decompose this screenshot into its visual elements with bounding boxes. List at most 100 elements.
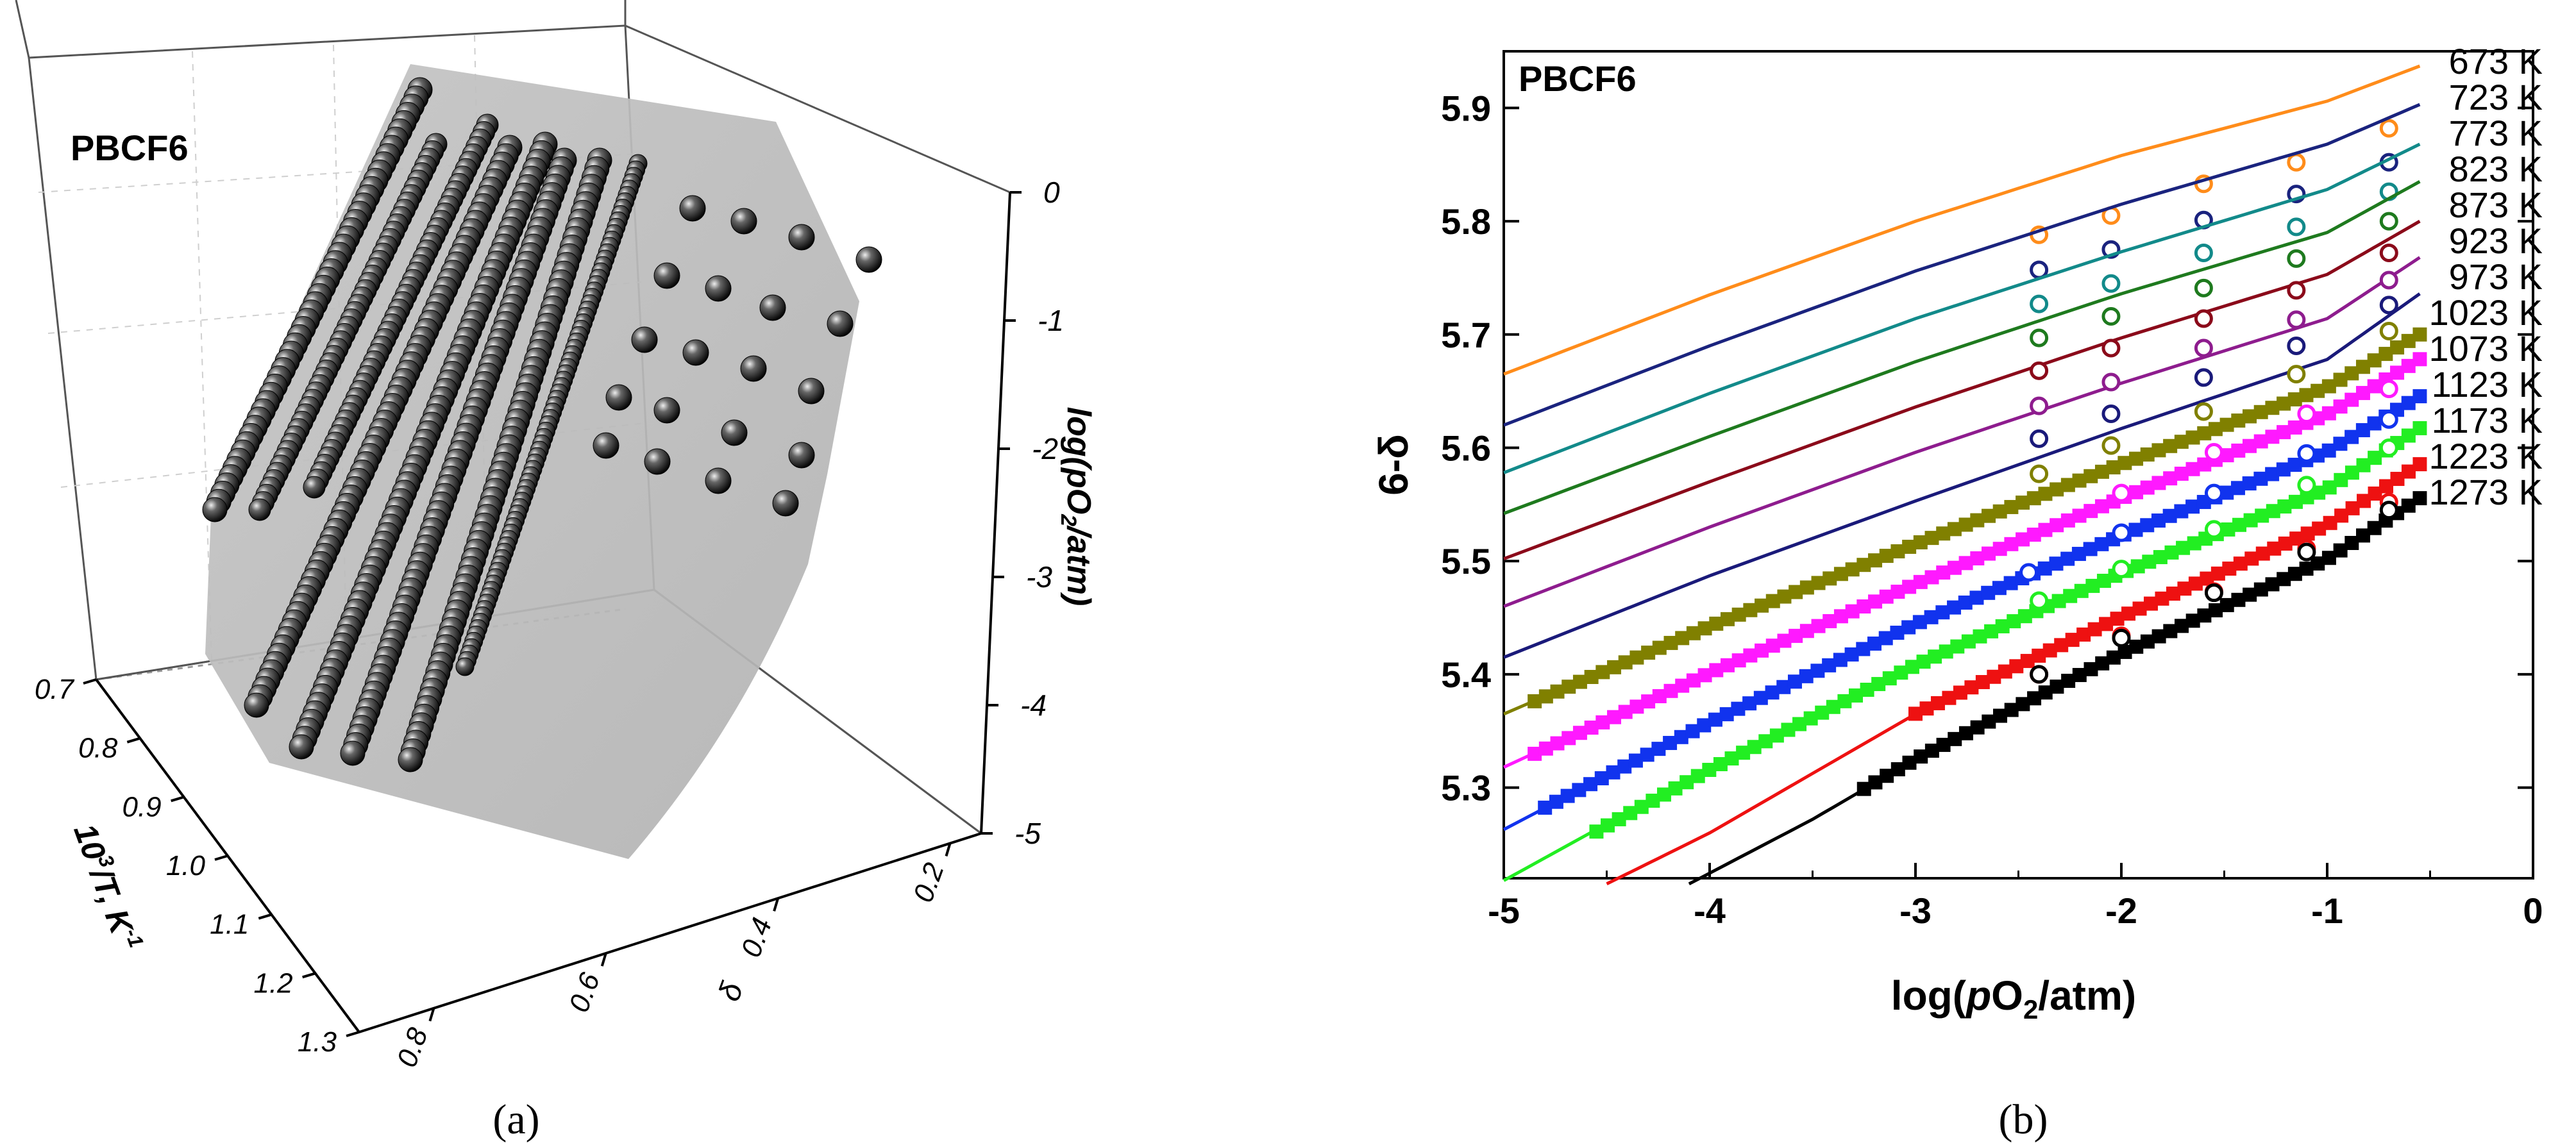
series-1073-K xyxy=(1503,352,2427,769)
data-square xyxy=(1958,517,1973,532)
data-square xyxy=(1646,794,1660,808)
data-square xyxy=(1868,553,1883,568)
data-square xyxy=(1799,580,1814,595)
titration-ball xyxy=(705,275,732,302)
data-square xyxy=(2128,522,2143,537)
data-square xyxy=(2106,650,2121,665)
data-square xyxy=(2233,556,2248,571)
data-square xyxy=(1958,596,1973,610)
data-square xyxy=(2026,528,2041,542)
data-circle xyxy=(2101,372,2121,392)
data-square xyxy=(1685,724,1700,738)
data-square xyxy=(2368,486,2382,501)
data-square xyxy=(2243,513,2258,528)
data-square xyxy=(2344,465,2359,480)
temperature-tick-label: 0.7 xyxy=(35,674,75,705)
titration-ball xyxy=(730,208,757,235)
data-square xyxy=(1908,706,1923,721)
data-square xyxy=(1656,787,1671,802)
x-tick-label: 0 xyxy=(2523,890,2543,931)
model-line xyxy=(1606,463,2421,886)
series-973-K xyxy=(1503,292,2421,659)
data-square xyxy=(2230,481,2245,496)
titration-ball xyxy=(653,397,680,424)
data-square xyxy=(2072,667,2087,682)
data-square xyxy=(2163,438,2178,453)
data-square xyxy=(1753,690,1768,705)
data-square xyxy=(1844,647,1859,662)
delta-tick xyxy=(773,897,780,912)
temperature-label: 1073 K xyxy=(2429,328,2543,369)
model-line xyxy=(1503,103,2421,427)
data-circle xyxy=(2030,361,2049,380)
series-1123-K xyxy=(1503,389,2427,831)
data-square xyxy=(2121,606,2136,621)
data-square xyxy=(1538,800,1553,815)
data-square xyxy=(1709,616,1724,631)
data-square xyxy=(2050,518,2064,533)
data-square xyxy=(2004,703,2019,717)
data-square xyxy=(2087,622,2102,637)
data-square xyxy=(1998,664,2012,679)
data-circle xyxy=(2112,628,2131,647)
data-circle xyxy=(2030,464,2049,483)
temperature-axis-label: 103/T, K-1 xyxy=(67,818,148,956)
data-square xyxy=(1663,735,1678,750)
series-1023-K xyxy=(1503,321,2427,716)
data-square xyxy=(2344,535,2359,550)
series-873-K xyxy=(1503,219,2421,561)
data-square xyxy=(2267,541,2282,556)
data-square xyxy=(1975,674,1990,689)
y-tick-label: 5.5 xyxy=(1441,541,1491,581)
data-square xyxy=(2117,644,2132,659)
y-tick-label: 5.7 xyxy=(1441,315,1491,355)
data-square xyxy=(2288,494,2303,509)
data-square xyxy=(1618,705,1633,719)
data-square xyxy=(2255,546,2270,561)
data-square xyxy=(1538,741,1553,756)
data-square xyxy=(2255,508,2269,523)
data-square xyxy=(1913,535,1928,549)
data-square xyxy=(2222,561,2237,576)
data-square xyxy=(1969,590,1984,605)
data-square xyxy=(2311,556,2325,571)
data-square xyxy=(1992,542,2007,556)
data-square xyxy=(1890,626,1905,640)
titration-ball xyxy=(788,224,815,251)
data-square xyxy=(2084,662,2098,676)
delta-tick xyxy=(600,953,607,967)
data-square xyxy=(1538,689,1553,704)
data-square xyxy=(1709,663,1724,678)
temperature-label: 1273 K xyxy=(2429,472,2543,512)
data-circle xyxy=(2379,410,2398,429)
data-square xyxy=(1936,737,1951,752)
data-square xyxy=(2299,562,2314,576)
data-square xyxy=(2074,583,2089,598)
data-square xyxy=(1651,742,1666,756)
data-circle xyxy=(2204,483,2223,503)
z-tick-label: -3 xyxy=(1026,560,1052,594)
data-circle xyxy=(2287,336,2306,355)
data-square xyxy=(1930,696,1945,710)
titration-ball xyxy=(705,467,732,494)
model-line xyxy=(1503,64,2421,376)
data-circle xyxy=(2101,404,2121,423)
series-1273-K xyxy=(1688,491,2427,886)
data-square xyxy=(2412,389,2427,404)
temperature-label: 1023 K xyxy=(2429,292,2543,333)
data-square xyxy=(2390,472,2405,487)
data-square xyxy=(2412,327,2427,342)
data-square xyxy=(2277,425,2291,440)
data-square xyxy=(1736,746,1751,760)
data-square xyxy=(2072,508,2087,523)
data-circle xyxy=(2030,591,2049,610)
data-square xyxy=(1668,781,1683,796)
data-square xyxy=(1961,634,1976,649)
data-circle xyxy=(2379,296,2398,315)
data-square xyxy=(2162,508,2177,523)
data-square xyxy=(2095,656,2110,671)
data-square xyxy=(2096,574,2111,588)
panel-a-title: PBCF6 xyxy=(71,128,189,168)
temperature-tick-label: 1.3 xyxy=(298,1026,337,1058)
data-square xyxy=(1811,619,1826,633)
